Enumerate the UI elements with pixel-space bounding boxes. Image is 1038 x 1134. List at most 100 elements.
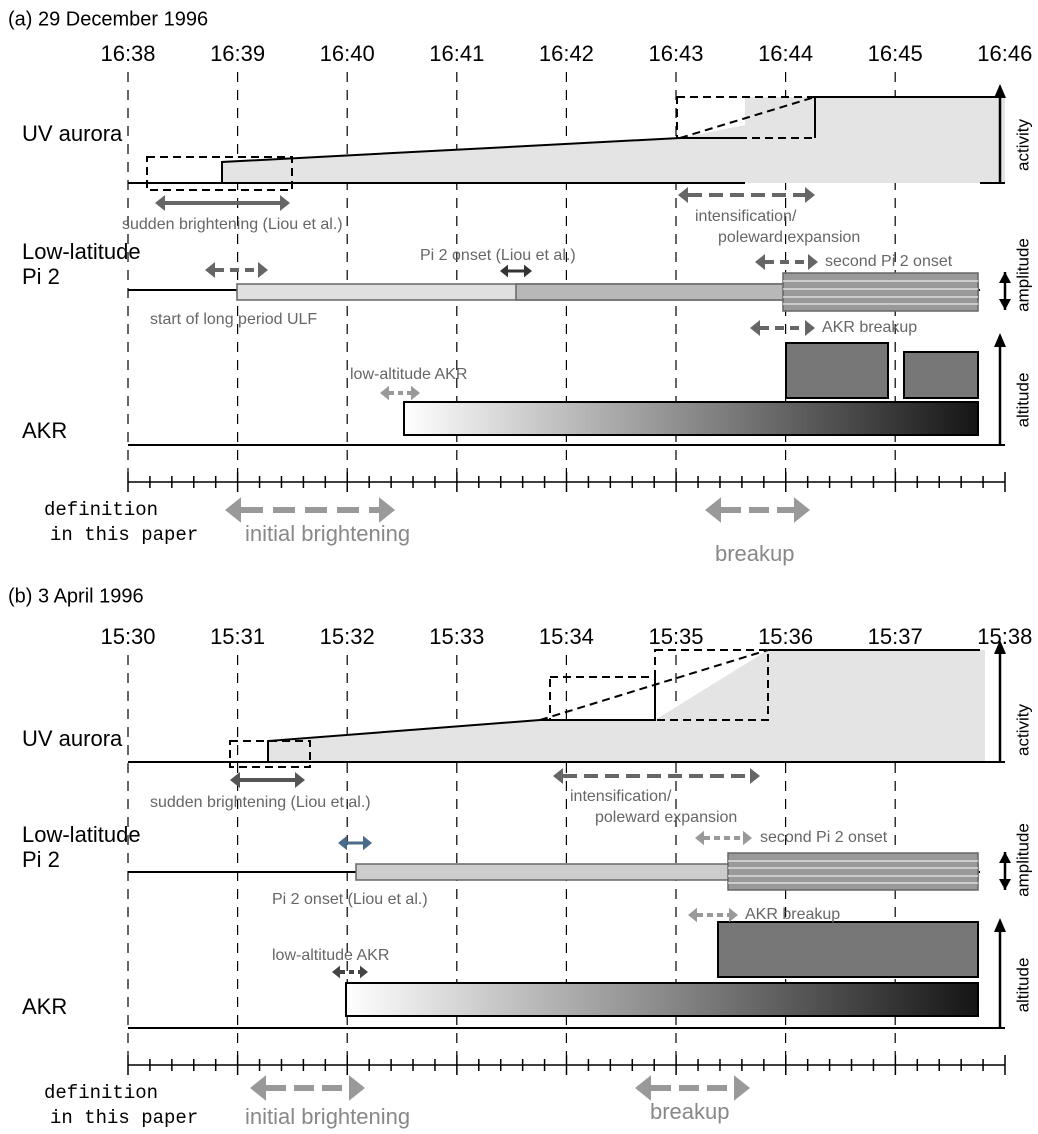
arrow-head [994,918,1006,932]
arrow-head [994,84,1006,98]
axis-label: activity [1013,704,1032,756]
annotation: start of long period ULF [150,311,317,328]
time-label: 16:38 [100,41,155,66]
definition: in this paper [50,524,198,546]
annotation: sudden brightening (Liou et al.) [150,794,371,811]
time-label: 15:30 [100,624,155,649]
uv-line [221,137,745,183]
arrow-head [363,835,372,851]
line [679,96,816,139]
arrow-head [805,187,815,203]
phase-label: breakup [715,541,795,566]
arrow-head [794,497,810,523]
time-label: 15:33 [429,624,484,649]
time-label: 15:38 [977,624,1032,649]
pi2-bar [727,852,979,891]
arrow-head [729,907,738,923]
annotation: intensification/ [570,788,672,805]
arrow-head [205,262,215,278]
arrow-head [230,772,240,788]
arrow-head [635,1075,651,1101]
uv-line [267,719,655,762]
panel-title: (b) 3 April 1996 [8,585,144,607]
axis-label: amplitude [1013,823,1032,897]
arrow-head [332,965,340,979]
annotation: sudden brightening (Liou et al.) [122,216,343,233]
arrow-head [338,835,347,851]
arrow-head [411,385,420,401]
arrow-head [280,195,290,211]
axis-label: altitude [1013,958,1032,1013]
time-label: 15:35 [648,624,703,649]
arrow-head [999,852,1011,863]
dashed-box [549,676,656,721]
arrow-head [705,497,721,523]
time-label: 16:41 [429,41,484,66]
arrow-head [999,272,1011,283]
arrow-head [743,830,752,846]
phase-label: initial brightening [245,521,410,546]
arrow-head [734,1075,750,1101]
annotation: second Pi 2 onset [760,829,888,846]
line [539,649,769,721]
dashed-box [229,740,311,768]
arrow-head [250,1075,266,1101]
arrow-head [678,187,688,203]
arrow-head [295,772,305,788]
dashed-box [146,156,293,191]
row-label: Low-latitude [22,822,141,847]
arrow-head [994,640,1006,654]
panel-title: (a) 29 December 1996 [8,8,208,30]
time-label: 16:45 [868,41,923,66]
annotation: low-altitude AKR [350,366,467,383]
akr-bar [345,982,979,1017]
arrow-head [999,879,1011,890]
arrow-head [695,830,704,846]
row-label: UV aurora [22,726,123,751]
time-label: 16:39 [210,41,265,66]
annotation: AKR breakup [745,906,840,923]
axis-label: altitude [1013,373,1032,428]
akr-box [717,921,979,978]
row-label: UV aurora [22,121,123,146]
time-label: 15:32 [320,624,375,649]
arrow-head [225,497,241,523]
time-label: 15:37 [868,624,923,649]
arrow-head [500,264,508,278]
row-label: Pi 2 [22,264,60,289]
time-label: 15:31 [210,624,265,649]
uv-fill [222,97,1005,183]
annotation: AKR breakup [822,319,917,336]
arrow-head [155,195,165,211]
time-label: 16:40 [320,41,375,66]
row-label: AKR [22,418,67,443]
arrow-head [360,965,368,979]
phase-label: breakup [650,1099,730,1124]
arrow-head [808,254,818,270]
uv-fill [268,650,985,762]
time-label: 16:44 [758,41,813,66]
definition: definition [44,1082,158,1104]
axis-label: activity [1013,119,1032,171]
arrow-head [688,907,697,923]
arrow-head [380,385,389,401]
arrow-head [750,768,760,784]
arrow-head [999,299,1011,310]
time-label: 16:46 [977,41,1032,66]
arrow-head [750,320,760,336]
definition: in this paper [50,1107,198,1129]
annotation: Pi 2 onset (Liou et al.) [420,247,576,264]
pi2-bar [782,272,979,312]
arrow-head [379,497,395,523]
akr-box [785,342,889,399]
annotation: Pi 2 onset (Liou et al.) [272,891,428,908]
time-label: 15:36 [758,624,813,649]
time-label: 15:34 [539,624,594,649]
row-label: Low-latitude [22,239,141,264]
phase-label: initial brightening [245,1104,410,1129]
time-label: 16:43 [648,41,703,66]
row-label: Pi 2 [22,847,60,872]
annotation: intensification/ [695,208,797,225]
annotation: second Pi 2 onset [825,253,953,270]
definition: definition [44,499,158,521]
